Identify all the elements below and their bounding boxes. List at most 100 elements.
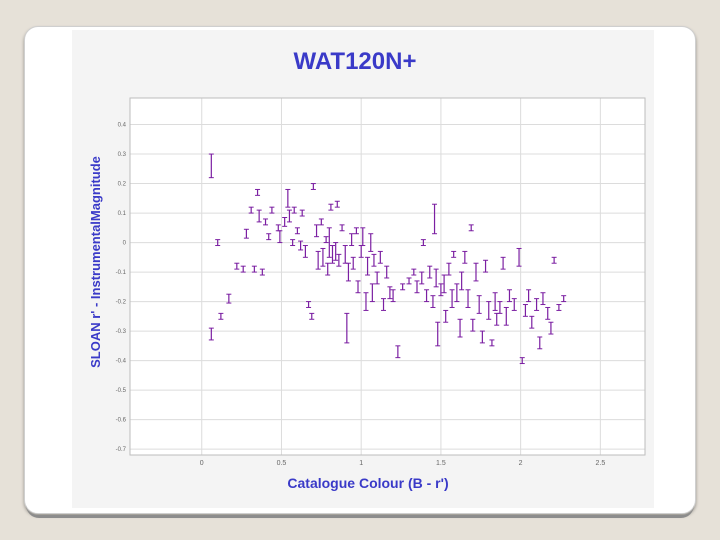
data-point [323, 236, 329, 244]
data-points [208, 153, 567, 365]
data-point [255, 188, 261, 196]
data-point [479, 330, 485, 344]
data-point [344, 312, 350, 344]
data-point [561, 295, 567, 303]
plot-background [130, 98, 645, 455]
data-point [433, 268, 439, 288]
data-point [381, 298, 387, 311]
data-point [548, 321, 554, 335]
x-tick-label: 0.5 [277, 460, 287, 467]
data-point [277, 230, 283, 244]
y-tick-label: -0.6 [116, 418, 127, 424]
data-point [414, 280, 420, 294]
y-tick-label: 0 [123, 241, 127, 247]
data-point [309, 312, 315, 320]
y-tick-label: 0.1 [118, 211, 127, 217]
data-point [540, 292, 546, 306]
data-point [462, 250, 468, 264]
data-point [306, 301, 312, 308]
data-point [320, 247, 326, 267]
data-point [427, 265, 433, 279]
data-point [285, 188, 291, 208]
data-point [291, 206, 297, 214]
y-axis-ticks: 0.4 0.3 0.2 0.1 0 -0.1 -0.2 -0.3 -0.4 -0.5 -0.6 -0.… [116, 123, 127, 454]
data-point [441, 274, 447, 294]
data-point [328, 203, 334, 211]
y-tick-label: 0.4 [118, 123, 127, 129]
data-point [432, 203, 438, 235]
data-point [286, 209, 292, 223]
data-point [390, 289, 396, 303]
y-tick-label: -0.5 [116, 388, 127, 394]
data-point [500, 256, 506, 270]
data-point [449, 289, 455, 308]
data-point [240, 265, 246, 273]
data-point [400, 283, 406, 291]
data-point [251, 265, 257, 273]
y-tick-label: 0.2 [118, 182, 127, 188]
data-point [355, 280, 361, 294]
y-tick-label: -0.2 [116, 300, 127, 306]
data-point [556, 304, 562, 311]
chart-title: WAT120N+ [294, 48, 417, 75]
data-point [435, 321, 441, 347]
data-point [215, 239, 221, 247]
data-point [537, 336, 543, 350]
data-point [243, 228, 249, 239]
data-point [248, 206, 254, 214]
data-point [511, 298, 517, 311]
y-tick-label: -0.3 [116, 329, 127, 335]
x-axis-ticks: 0 0.5 1 1.5 2 2.5 [200, 460, 606, 467]
data-point [489, 339, 495, 347]
data-point [368, 233, 374, 252]
data-point [298, 240, 304, 251]
x-tick-label: 2.5 [595, 460, 605, 467]
data-point [350, 256, 356, 270]
data-point [438, 283, 444, 297]
data-point [339, 224, 345, 232]
data-point [465, 289, 471, 308]
data-point [430, 295, 436, 308]
x-tick-label: 1.5 [436, 460, 446, 467]
plot-area [129, 97, 646, 456]
data-point [294, 227, 300, 235]
data-point [451, 250, 457, 258]
y-tick-label: 0.3 [118, 152, 127, 158]
data-point [443, 309, 449, 323]
data-point [363, 292, 369, 311]
data-point [269, 206, 275, 214]
y-tick-label: -0.1 [116, 270, 127, 276]
data-point [333, 242, 339, 261]
data-point [282, 216, 288, 227]
x-tick-label: 1 [359, 460, 363, 467]
data-point [345, 262, 351, 282]
x-tick-label: 0 [200, 460, 204, 467]
data-point [318, 218, 324, 226]
data-point [208, 153, 214, 179]
y-axis-label: SLOAN r' - InstrumentalMagnitude [88, 156, 103, 368]
data-point [208, 327, 214, 341]
data-point [218, 312, 224, 320]
data-point [534, 298, 540, 311]
data-point [486, 301, 492, 320]
data-point [325, 262, 331, 276]
data-point [506, 289, 512, 303]
data-point [526, 289, 532, 303]
data-point [256, 209, 262, 223]
data-point [406, 277, 412, 285]
x-tick-label: 2 [519, 460, 523, 467]
y-tick-label: -0.7 [116, 447, 127, 453]
data-point [369, 283, 375, 303]
data-point [329, 245, 335, 264]
data-point [420, 239, 426, 247]
data-point [377, 250, 383, 264]
data-point [519, 357, 525, 365]
data-point [302, 245, 308, 258]
data-point [545, 306, 551, 320]
data-point [424, 289, 430, 303]
grid [130, 98, 645, 455]
data-point [457, 318, 463, 338]
data-point [360, 227, 366, 247]
data-point [551, 256, 557, 264]
